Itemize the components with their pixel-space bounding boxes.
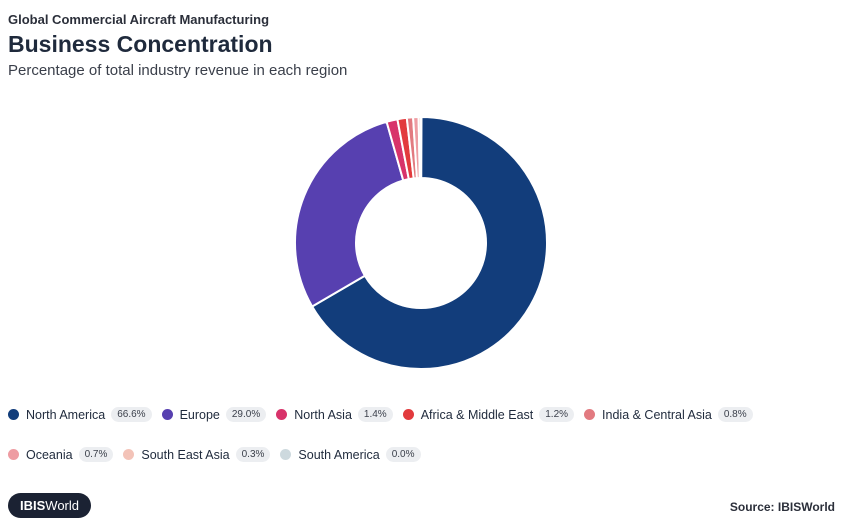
legend-item: Europe 29.0% — [161, 407, 267, 422]
chart-subtitle: Percentage of total industry revenue in … — [8, 62, 348, 79]
legend-value-badge: 0.8% — [717, 407, 753, 422]
legend-swatch — [402, 409, 414, 420]
legend-swatch — [8, 409, 19, 420]
chart-supertitle: Global Commercial Aircraft Manufacturing — [8, 12, 270, 27]
legend-label: Europe — [179, 407, 220, 422]
legend-item: South East Asia 0.3% — [123, 447, 271, 462]
legend-item: South America 0.0% — [280, 447, 421, 462]
legend-item: Africa & Middle East 1.2% — [402, 407, 575, 422]
legend-value-badge: 0.0% — [385, 447, 421, 462]
legend-row-2: Oceania 0.7% South East Asia 0.3% South Amer… — [8, 447, 431, 462]
ibisworld-logo: IBIS World — [8, 493, 91, 518]
legend-value-badge: 66.6% — [111, 407, 152, 422]
logo-text-rest: World — [45, 498, 79, 513]
legend-label: South East Asia — [141, 447, 230, 462]
legend-item: Oceania 0.7% — [8, 447, 114, 462]
legend-label: Africa & Middle East — [420, 407, 534, 422]
legend-label: India & Central Asia — [602, 407, 712, 422]
source-note: Source: IBISWorld — [729, 500, 835, 514]
legend-swatch — [123, 449, 135, 460]
donut-slice-europe — [294, 120, 405, 308]
legend-value-badge: 29.0% — [225, 407, 267, 422]
legend-label: South America — [298, 447, 380, 462]
legend-swatch — [280, 449, 292, 460]
legend-item: North America 66.6% — [8, 407, 152, 422]
legend-swatch — [276, 409, 288, 420]
legend-label: North America — [26, 407, 106, 422]
legend-value-badge: 1.2% — [539, 407, 575, 422]
donut-slice-south-america — [420, 115, 423, 180]
legend-row-1: North America 66.6% Europe 29.0% North Asia 1… — [8, 407, 763, 422]
legend-label: Oceania — [26, 447, 73, 462]
legend-value-badge: 0.7% — [78, 447, 114, 462]
legend-item: India & Central Asia 0.8% — [584, 407, 753, 422]
legend-swatch — [584, 409, 596, 420]
legend-swatch — [161, 409, 173, 420]
legend-value-badge: 1.4% — [357, 407, 393, 422]
logo-text-bold: IBIS — [19, 498, 46, 513]
chart-title: Business Concentration — [8, 31, 273, 57]
legend-swatch — [8, 449, 19, 460]
donut-slice-north-america — [310, 115, 548, 370]
legend-label: North Asia — [294, 407, 352, 422]
legend-value-badge: 0.3% — [235, 447, 271, 462]
legend-item: North Asia 1.4% — [276, 407, 393, 422]
